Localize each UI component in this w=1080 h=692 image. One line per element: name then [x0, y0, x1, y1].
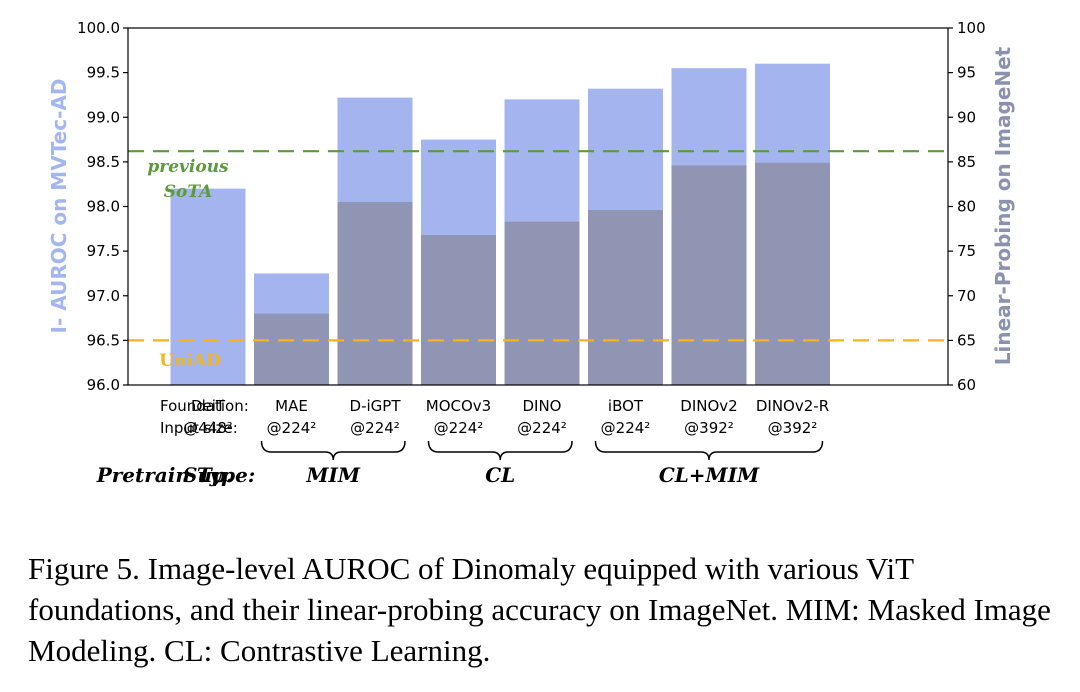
linear-probe-bar-ibot	[588, 210, 663, 385]
group-brace-cl	[427, 440, 573, 461]
group-brace-cl-mim	[594, 440, 824, 461]
previous-sota-label-2: SoTA	[164, 182, 213, 202]
left-tick-label: 97.5	[87, 242, 120, 260]
figure-caption: Figure 5. Image-level AUROC of Dinomaly …	[28, 551, 1051, 668]
left-tick-label: 99.0	[87, 108, 120, 126]
group-label-mim: MIM	[305, 463, 360, 487]
left-tick-label: 98.5	[87, 153, 120, 171]
left-tick-label: 98.0	[87, 198, 120, 216]
previous-sota-label: previous	[147, 157, 229, 177]
input-size-label: @392²	[684, 419, 734, 437]
right-axis-title: Linear-Probing on ImageNet	[991, 46, 1015, 365]
chart: previous SoTA UniAD 96.0 96.5 97.0 97.5 98.0 98.…	[47, 19, 1015, 487]
right-tick-label: 80	[957, 198, 976, 216]
category-label: D-iGPT	[350, 397, 402, 415]
linear-probe-bar-d-igpt	[337, 202, 413, 385]
right-tick-label: 90	[957, 108, 976, 126]
linear-probe-bar-dino	[504, 221, 580, 385]
left-tick-label: 97.0	[87, 287, 120, 305]
pretrain-type-label: Pretrain Type:	[96, 463, 256, 487]
input-size-label: @224²	[517, 419, 567, 437]
right-tick-label: 65	[957, 331, 976, 349]
right-tick-label: 75	[957, 242, 976, 260]
category-label: DINOv2-R	[756, 397, 829, 415]
group-label-sup: Sup.	[183, 463, 233, 487]
input-size-label: @392²	[768, 419, 818, 437]
input-size-row-label: Input size:	[160, 419, 238, 437]
right-tick-label: 100	[957, 19, 986, 37]
left-tick-label: 96.0	[87, 376, 120, 394]
right-tick-label: 95	[957, 64, 976, 82]
right-tick-label: 70	[957, 287, 976, 305]
left-tick-label: 96.5	[87, 331, 120, 349]
input-size-label: @224²	[267, 419, 317, 437]
category-label: iBOT	[608, 397, 644, 415]
input-size-label: @224²	[350, 419, 400, 437]
uniad-label: UniAD	[159, 351, 221, 371]
category-label: MOCOv3	[426, 397, 491, 415]
auroc-bar-deit	[170, 188, 246, 385]
group-label-cl-mim: CL+MIM	[659, 463, 760, 487]
linear-probe-bar-mocov3	[421, 235, 496, 385]
right-tick-label: 85	[957, 153, 976, 171]
category-label: DINOv2	[680, 397, 737, 415]
input-size-label: @224²	[434, 419, 484, 437]
category-label: DeiT	[191, 397, 226, 415]
linear-probe-bar-mae	[254, 313, 329, 385]
foundation-row-label: Foundation:	[160, 397, 249, 415]
left-axis-title: I- AUROC on MVTec-AD	[47, 79, 71, 334]
linear-probe-bar-dinov2-r	[755, 162, 830, 385]
left-tick-label: 100.0	[77, 19, 120, 37]
category-label: MAE	[275, 397, 308, 415]
linear-probe-bar-dinov2	[671, 165, 747, 385]
input-size-label: @224²	[601, 419, 651, 437]
input-size-label: @448²	[183, 419, 233, 437]
group-brace-mim	[260, 440, 406, 461]
category-label: DINO	[522, 397, 561, 415]
right-tick-label: 60	[957, 376, 976, 394]
left-tick-label: 99.5	[87, 64, 120, 82]
group-label-cl: CL	[485, 463, 515, 487]
